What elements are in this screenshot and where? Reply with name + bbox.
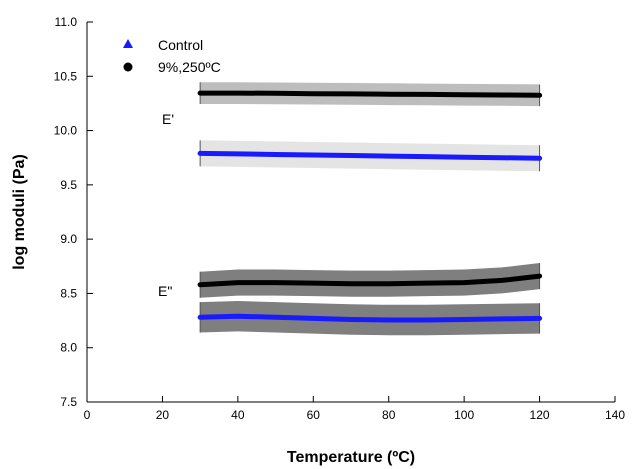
axes — [86, 22, 615, 403]
x-tick-label: 40 — [231, 408, 245, 422]
x-tick-label: 80 — [382, 408, 396, 422]
series-line-3 — [197, 273, 543, 288]
y-tick-label: 8.0 — [60, 341, 77, 355]
x-tick-label: 20 — [156, 408, 170, 422]
x-axis-title: Temperature (ºC) — [287, 449, 415, 466]
y-tick-label: 10.5 — [54, 69, 78, 83]
error-bands — [199, 82, 541, 336]
y-tick-label: 8.5 — [60, 286, 77, 300]
y-tick-label: 7.5 — [60, 395, 77, 409]
annotation-storage-modulus: E' — [162, 111, 174, 127]
legend-label-treated: 9%,250ºC — [158, 59, 221, 75]
x-tick-label: 100 — [454, 408, 474, 422]
y-tick-label: 10.0 — [54, 124, 78, 138]
legend-label-control: Control — [158, 37, 203, 53]
y-tick-label: 11.0 — [55, 15, 78, 29]
annotation-loss-modulus: E" — [158, 283, 172, 299]
series-line-2 — [197, 313, 543, 323]
x-tick-label: 60 — [307, 408, 321, 422]
y-axis-title: log moduli (Pa) — [11, 154, 28, 270]
series-line-0 — [197, 150, 543, 161]
legend: Control 9%,250ºC — [123, 37, 221, 75]
series-line-1 — [197, 90, 543, 98]
legend-marker-treated — [123, 62, 133, 72]
series-lines — [197, 90, 543, 323]
legend-marker-control — [123, 39, 133, 48]
x-tick-label: 0 — [84, 408, 91, 422]
y-tick-label: 9.0 — [60, 232, 77, 246]
band-3 — [200, 263, 540, 298]
y-ticks: 7.5 8.0 8.5 9.0 9.5 10.0 10.5 11.0 — [54, 15, 93, 409]
y-tick-label: 9.5 — [60, 178, 77, 192]
x-tick-label: 140 — [605, 408, 625, 422]
x-tick-label: 120 — [530, 408, 550, 422]
x-ticks: 0 20 40 60 80 100 120 140 — [84, 396, 625, 422]
